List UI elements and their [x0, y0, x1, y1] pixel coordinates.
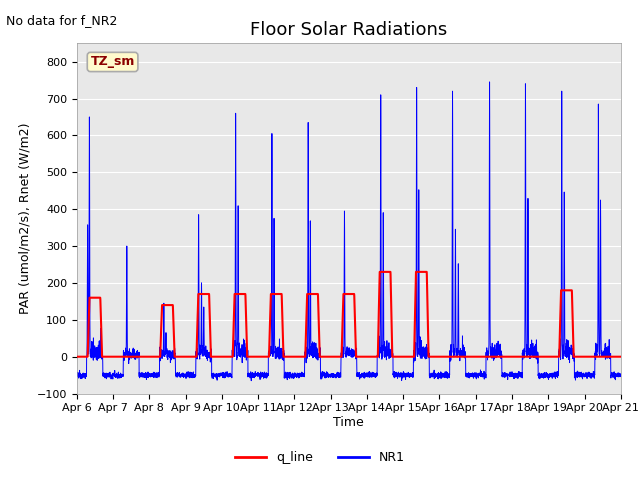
- X-axis label: Time: Time: [333, 416, 364, 429]
- Legend: q_line, NR1: q_line, NR1: [230, 446, 410, 469]
- Text: TZ_sm: TZ_sm: [90, 56, 135, 69]
- Y-axis label: PAR (umol/m2/s), Rnet (W/m2): PAR (umol/m2/s), Rnet (W/m2): [18, 123, 31, 314]
- Text: No data for f_NR2: No data for f_NR2: [6, 14, 118, 27]
- Title: Floor Solar Radiations: Floor Solar Radiations: [250, 21, 447, 39]
